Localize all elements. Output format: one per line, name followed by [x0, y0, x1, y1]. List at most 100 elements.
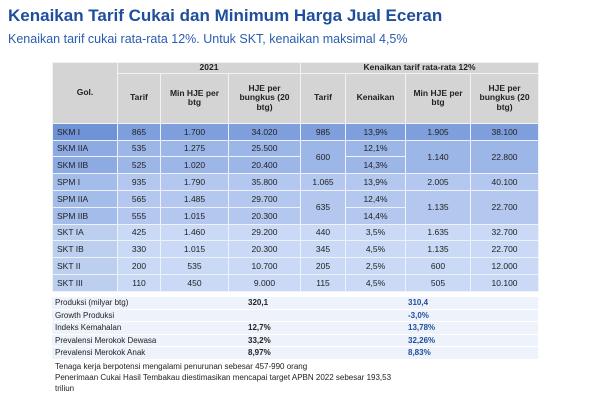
summary-row: Prevalensi Merokok Dewasa 33,2% 32,26%	[52, 334, 538, 348]
header-row: Tarif Min HJE per btg HJE per bungkus (20 …	[53, 72, 540, 124]
table-cell: 565	[117, 189, 161, 208]
table-cell: 22.800	[470, 139, 540, 175]
tariff-table: Gol. 2021 Kenaikan tarif rata-rata 12% Tari…	[52, 62, 540, 292]
table-cell: 10.700	[227, 257, 302, 275]
header-cell: HJE per bungkus (20 btg)	[470, 72, 540, 124]
header-cell: Min HJE per btg	[405, 72, 472, 124]
row-label: SPM I	[52, 173, 118, 191]
summary-row: Produksi (milyar btg) 320,1 310,4	[52, 297, 538, 310]
row-label: SKM IIB	[52, 156, 118, 175]
table-cell: 330	[117, 240, 161, 259]
summary-label: Prevalensi Merokok Anak	[55, 348, 146, 358]
subtitle: Kenaikan tarif cukai rata-rata 12%. Untu…	[8, 32, 408, 46]
table-cell: 1.015	[160, 206, 229, 225]
table-cell: 985	[300, 122, 347, 141]
table-row: SPM IIA 565 1.485 29.700 635 12,4% 1.135 22.700	[52, 189, 540, 225]
table-cell: 34.020	[227, 122, 302, 141]
table-cell: 535	[117, 139, 161, 158]
table-cell: 20.400	[227, 156, 302, 175]
table-cell: 450	[160, 273, 229, 292]
table-cell: 1.635	[405, 223, 472, 242]
table-cell: 9.000	[227, 273, 302, 292]
table-cell: 935	[117, 173, 161, 191]
table-cell: 1.135	[405, 189, 472, 225]
table-cell: 38.100	[470, 122, 540, 141]
table-cell: 13,9%	[345, 122, 407, 141]
summary-2021: 8,97%	[248, 348, 271, 358]
header-cell: Kenaikan	[345, 72, 407, 124]
table-row: SKT II 200 535 10.700 205 2,5% 600 12.000	[52, 257, 540, 275]
table-cell: 29.700	[227, 189, 302, 208]
table-cell: 1.460	[160, 223, 229, 242]
summary-2022: 13,78%	[408, 323, 436, 333]
table-cell: 425	[117, 223, 161, 242]
table-cell: 1.020	[160, 156, 229, 175]
table-cell: 115	[300, 273, 347, 292]
table-cell: 40.100	[470, 173, 540, 191]
table-cell: 20.300	[227, 240, 302, 259]
notes: Tenaga kerja berpotensi mengalami penuru…	[52, 362, 538, 394]
table-row: SPM IIB 555 1.015 20.300 14,4%	[52, 206, 539, 225]
group-header: Kenaikan tarif rata-rata 12%	[300, 62, 540, 74]
row-label: SKM IIA	[52, 139, 118, 158]
table-cell: 1.700	[160, 122, 229, 141]
table-cell: 635	[300, 189, 347, 225]
table-cell: 1.135	[405, 240, 472, 259]
table-cell: 2.005	[405, 173, 472, 191]
summary-2021: 33,2%	[248, 335, 271, 345]
header-row: Gol. 2021 Kenaikan tarif rata-rata 12%	[52, 62, 540, 124]
table-cell: 2,5%	[345, 257, 407, 275]
summary-row: Indeks Kemahalan 12,7% 13,78%	[52, 322, 538, 335]
table-cell: 505	[405, 273, 472, 292]
table-cell: 600	[405, 257, 472, 275]
summary-row: Prevalensi Merokok Anak 8,97% 8,83%	[52, 347, 538, 360]
table-cell: 110	[117, 273, 161, 292]
table-cell: 14,4%	[345, 206, 407, 225]
table-cell: 865	[117, 122, 161, 141]
table-cell: 555	[117, 206, 161, 225]
row-label: SKT IB	[52, 240, 118, 259]
summary-label: Produksi (milyar btg)	[55, 298, 129, 307]
row-label: SKM I	[52, 122, 118, 141]
row-label: SKT II	[52, 257, 118, 275]
table-cell: 12,1%	[345, 139, 407, 158]
table-cell: 12,4%	[345, 189, 407, 208]
table-cell: 4,5%	[345, 240, 407, 259]
summary-2022: 32,26%	[408, 335, 436, 345]
table-cell: 20.300	[227, 206, 302, 225]
table-cell: 440	[300, 223, 347, 242]
header-cell: HJE per bungkus (20 btg)	[227, 72, 302, 124]
header-cell: Tarif	[117, 72, 161, 124]
table-cell: 525	[117, 156, 161, 175]
row-label: SPM IIB	[52, 206, 118, 225]
table-row: SKT IB 330 1.015 20.300 345 4,5% 1.135 22.700	[52, 240, 540, 259]
group-header: 2021	[116, 62, 302, 74]
summary-label: Indeks Kemahalan	[55, 323, 122, 333]
note: Tenaga kerja berpotensi mengalami penuru…	[55, 361, 308, 371]
table-cell: 1.140	[405, 139, 472, 175]
table-cell: 600	[300, 139, 347, 175]
header-cell: Min HJE per btg	[160, 72, 229, 124]
table-cell: 1.275	[160, 139, 229, 158]
table-cell: 1.790	[160, 173, 229, 191]
header-cell: Tarif	[300, 72, 347, 124]
table-cell: 12.000	[470, 257, 540, 275]
table-cell: 200	[117, 257, 161, 275]
table-cell: 205	[300, 257, 347, 275]
table-row: SKT III 110 450 9.000 115 4,5% 505 10.100	[52, 273, 540, 292]
row-label: SKT IA	[52, 223, 118, 242]
summary: Produksi (milyar btg) 320,1 310,4 Growth Pr…	[52, 297, 538, 394]
table-cell: 4,5%	[345, 273, 407, 292]
table-cell: 13,9%	[345, 173, 407, 191]
table-cell: 14,3%	[345, 156, 407, 175]
summary-row: Growth Produksi -3,0%	[52, 309, 538, 323]
table-cell: 535	[160, 257, 229, 275]
table-cell: 10.100	[470, 273, 540, 292]
table-cell: 3,5%	[345, 223, 407, 242]
table-cell: 1.065	[300, 173, 347, 191]
summary-label: Prevalensi Merokok Dewasa	[55, 335, 157, 345]
table-cell: 345	[300, 240, 347, 259]
table-cell: 29.200	[227, 223, 302, 242]
summary-2021: 12,7%	[248, 323, 271, 333]
summary-2021: 320,1	[248, 298, 269, 307]
